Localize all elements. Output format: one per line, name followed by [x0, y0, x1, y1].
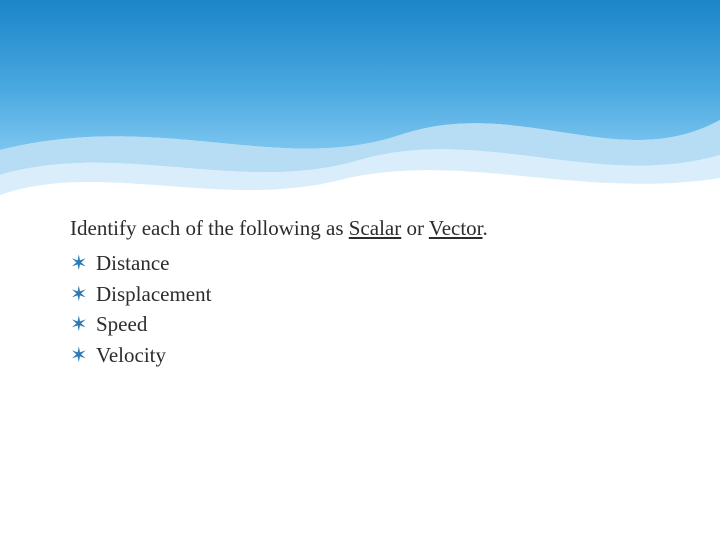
slide-content: Identify each of the following as Scalar…: [70, 215, 650, 370]
prompt-text: Identify each of the following as Scalar…: [70, 215, 650, 242]
bullet-icon: ✶: [70, 340, 88, 370]
item-list: ✶ Distance ✶ Displacement ✶ Speed ✶ Velo…: [70, 248, 650, 370]
list-item: ✶ Displacement: [70, 279, 650, 309]
prompt-connector: or: [401, 216, 429, 240]
keyword-vector: Vector: [429, 216, 483, 240]
list-item: ✶ Distance: [70, 248, 650, 278]
list-item-label: Distance: [96, 251, 169, 275]
list-item: ✶ Speed: [70, 309, 650, 339]
header-wave-banner: [0, 0, 720, 200]
list-item-label: Displacement: [96, 282, 211, 306]
bullet-icon: ✶: [70, 279, 88, 309]
list-item-label: Velocity: [96, 343, 166, 367]
prompt-suffix: .: [483, 216, 488, 240]
list-item: ✶ Velocity: [70, 340, 650, 370]
prompt-prefix: Identify each of the following as: [70, 216, 349, 240]
keyword-scalar: Scalar: [349, 216, 401, 240]
bullet-icon: ✶: [70, 248, 88, 278]
bullet-icon: ✶: [70, 309, 88, 339]
list-item-label: Speed: [96, 312, 147, 336]
